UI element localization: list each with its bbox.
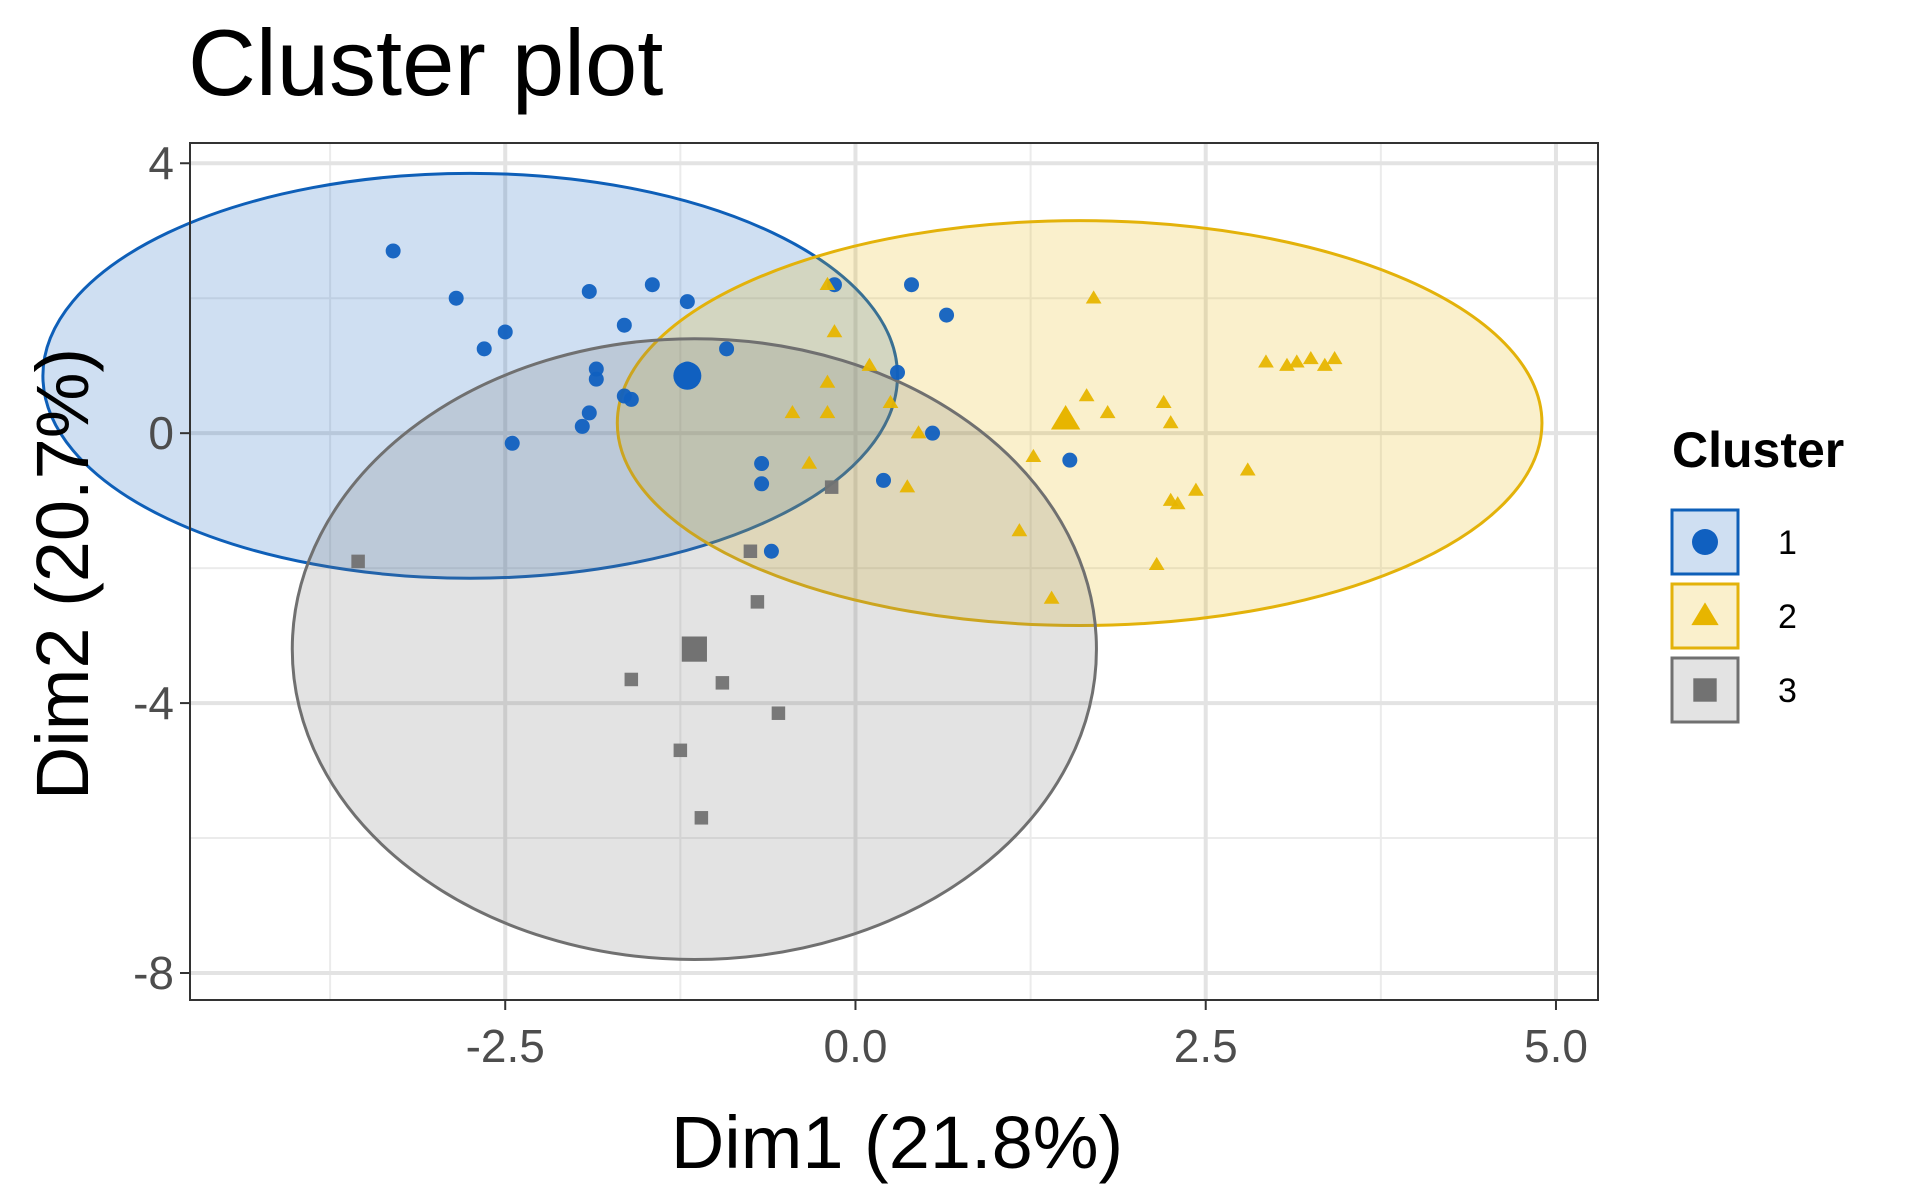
cluster-1-point (476, 341, 492, 357)
legend: Cluster 1 2 3 (1670, 422, 1844, 724)
legend-label-2: 2 (1778, 598, 1797, 636)
cluster-2-point (1169, 496, 1186, 510)
cluster-2-center (1050, 404, 1081, 430)
cluster-2-point (784, 405, 801, 419)
cluster-2-point (826, 324, 843, 338)
cluster-3-point (694, 811, 709, 825)
cluster-3-point (750, 595, 765, 609)
legend-key-3-marker (1693, 678, 1717, 702)
cluster-2-point (1326, 351, 1343, 365)
cluster-2-point (1025, 448, 1042, 463)
cluster-2-point (819, 374, 836, 388)
cluster-1-point (763, 543, 779, 559)
cluster-2-point (1148, 556, 1165, 571)
cluster-1-point (623, 391, 639, 407)
x-axis-title: Dim1 (21.8%) (671, 1101, 1123, 1184)
cluster-1-point (504, 435, 520, 451)
cluster-2-ellipse (615, 219, 1544, 627)
cluster-3-point (743, 544, 758, 559)
cluster-2-point (1099, 405, 1116, 419)
x-tick-label: 0.0 (823, 1020, 887, 1072)
legend-key-2-marker (1691, 602, 1719, 626)
cluster-1-point (925, 425, 941, 441)
cluster-1-point (497, 324, 513, 340)
cluster-1-point (719, 341, 735, 357)
cluster-2-point (1085, 290, 1102, 304)
cluster-2-point (819, 276, 836, 290)
panel-background (190, 143, 1598, 1000)
cluster-1-point (588, 361, 604, 377)
cluster-2-point (819, 405, 836, 419)
cluster-1-point (581, 405, 597, 421)
cluster-2-point (1155, 394, 1172, 409)
cluster-1-point (385, 243, 401, 259)
cluster-2-point (1302, 351, 1319, 365)
cluster-1-point (448, 290, 464, 306)
cluster-2-point (1316, 357, 1333, 371)
cluster-2-point (1043, 590, 1060, 604)
cluster-2-point (1279, 357, 1295, 371)
cluster-2-point (899, 479, 916, 493)
cluster-2-point (882, 394, 899, 409)
cluster-3-point (351, 554, 365, 569)
legend-label-3: 3 (1778, 672, 1797, 710)
chart-title: Cluster plot (188, 10, 663, 115)
y-axis-title: Dim2 (20.7%) (21, 348, 104, 800)
cluster-2-point (1078, 388, 1095, 402)
cluster-1-point (904, 277, 920, 293)
cluster-1-point (1062, 452, 1078, 468)
y-tick-label: -4 (133, 677, 174, 729)
cluster-1-point (574, 418, 590, 434)
y-tick-label: 4 (148, 137, 174, 189)
cluster-1-point (616, 317, 632, 333)
cluster-1-point (581, 283, 597, 299)
cluster-2-point (1162, 415, 1179, 429)
x-tick-label: 5.0 (1524, 1020, 1588, 1072)
x-tick-label: -2.5 (466, 1020, 545, 1072)
cluster-2-point (1188, 482, 1204, 496)
cluster-3-point (771, 706, 786, 720)
cluster-1-point (890, 364, 906, 380)
cluster-1-point (875, 472, 891, 488)
cluster-1-center (673, 361, 702, 390)
cluster-1-point (644, 277, 660, 293)
cluster-2-point (801, 455, 818, 469)
y-tick-label: 0 (148, 407, 174, 459)
legend-title: Cluster (1672, 422, 1844, 478)
cluster-2-point (1239, 462, 1256, 476)
y-tick-label: -8 (133, 947, 174, 999)
cluster-3-point (715, 676, 730, 690)
cluster-2-point (1011, 523, 1028, 537)
cluster-2-point (1288, 354, 1305, 368)
cluster-2-point (1258, 354, 1274, 368)
cluster-1-point (754, 456, 770, 472)
cluster-1-point (939, 307, 955, 323)
x-tick-label: 2.5 (1174, 1020, 1238, 1072)
cluster-3-point (824, 480, 839, 494)
cluster-3-point (673, 743, 688, 758)
cluster-1-point (754, 476, 770, 492)
panel-border (189, 142, 1599, 1001)
cluster-3-center (681, 636, 707, 662)
legend-key-1-marker (1692, 529, 1718, 555)
cluster-2-point (910, 425, 927, 439)
cluster-1-point (679, 294, 695, 310)
plot-panel: -2.5 0.0 2.5 5.0 -8 -4 0 4 (41, 137, 1599, 1072)
legend-label-1: 1 (1778, 524, 1797, 562)
cluster-2-point (861, 357, 878, 371)
cluster-3-point (624, 672, 639, 687)
